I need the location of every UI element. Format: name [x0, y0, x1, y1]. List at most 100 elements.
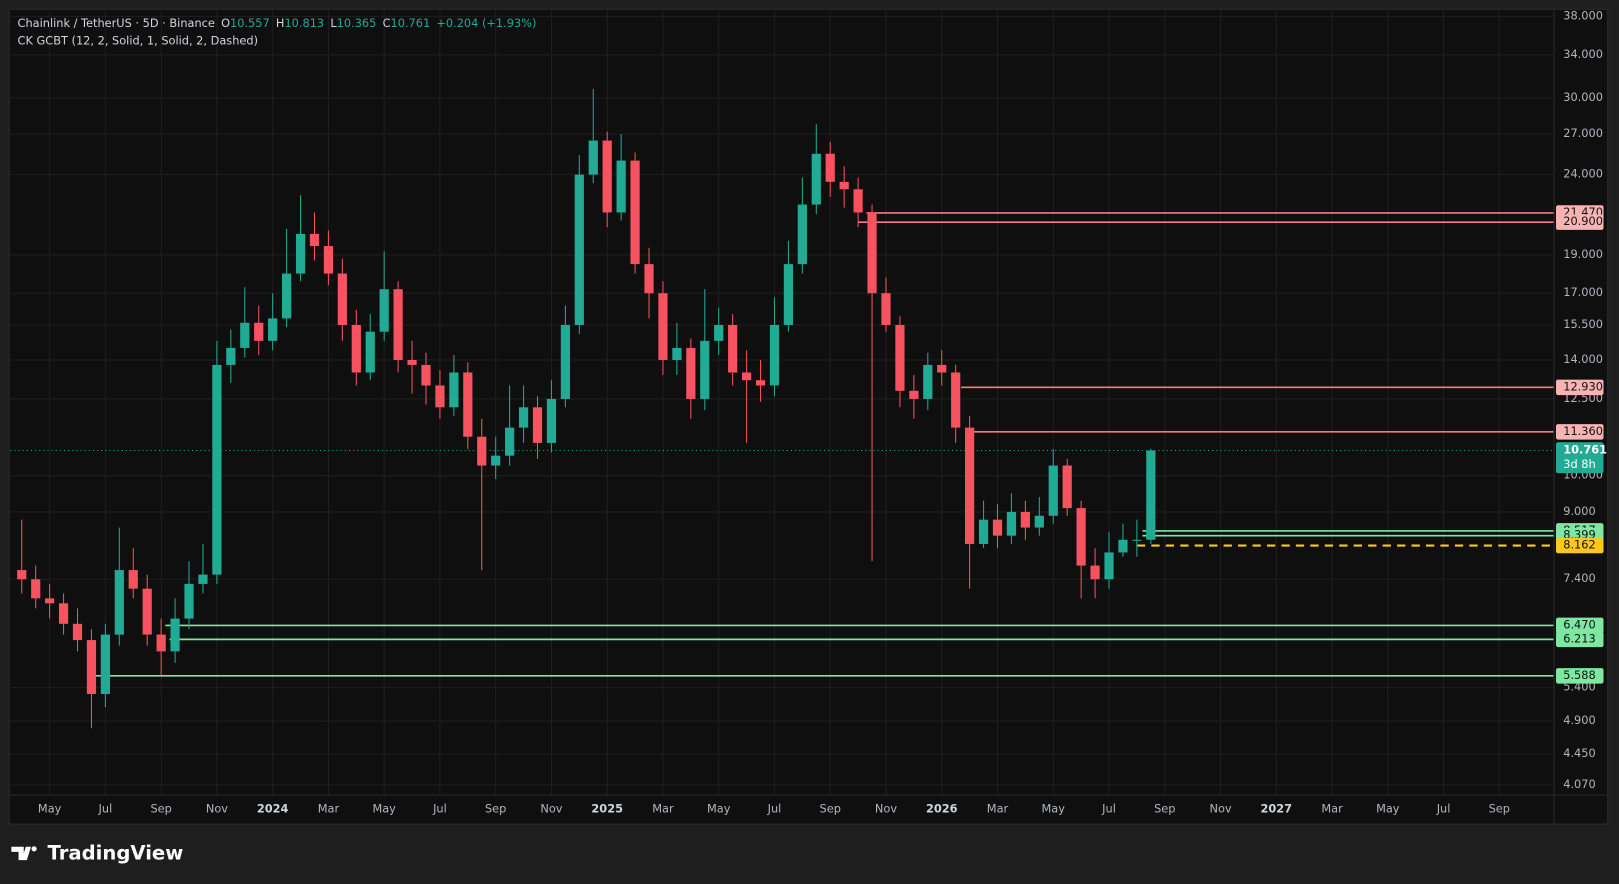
candle-body — [365, 331, 375, 373]
candle-body — [686, 347, 696, 399]
candle-body — [909, 390, 919, 399]
y-tick-label: 34.000 — [1563, 47, 1603, 61]
countdown-label: 3d 8h — [1563, 457, 1595, 471]
x-tick-label: May — [1376, 802, 1400, 816]
candle-body — [811, 153, 821, 205]
x-tick-label: Sep — [820, 802, 841, 816]
candle-body — [17, 570, 27, 580]
candle-body — [435, 385, 445, 408]
low-value: 10.365 — [337, 16, 377, 30]
candle-body — [714, 324, 724, 341]
candle-body — [616, 160, 626, 213]
x-tick-label: May — [707, 802, 731, 816]
candle-body — [728, 324, 738, 373]
l-label: L — [330, 16, 337, 30]
high-value: 10.813 — [284, 16, 324, 30]
candle-body — [546, 398, 557, 443]
candle-body — [658, 293, 668, 360]
x-tick-label: Nov — [540, 802, 562, 816]
candle-body — [114, 570, 124, 635]
x-tick-label: Sep — [485, 802, 506, 816]
candle-body — [644, 264, 654, 294]
x-tick-label: 2024 — [257, 802, 289, 816]
candle-body — [1062, 465, 1072, 509]
x-tick-label: Jul — [1101, 802, 1116, 816]
candle-body — [393, 289, 403, 360]
y-tick-label: 24.000 — [1563, 167, 1603, 181]
candle-body — [421, 364, 431, 386]
y-tick-label: 7.400 — [1563, 571, 1595, 585]
last-price-label: 10.761 — [1563, 442, 1607, 456]
candle-body — [212, 364, 222, 575]
candle-body — [853, 189, 863, 213]
y-tick-label: 30.000 — [1563, 90, 1603, 104]
candle-body — [309, 233, 320, 247]
candle-body — [86, 640, 97, 695]
close-value: 10.761 — [391, 16, 431, 30]
level-label: 6.470 — [1563, 617, 1595, 631]
y-tick-label: 19.000 — [1563, 247, 1603, 261]
y-tick-label: 17.000 — [1563, 285, 1603, 299]
level-label-box — [1556, 631, 1604, 648]
level-label-box — [1556, 214, 1604, 230]
candle-body — [588, 140, 598, 175]
candle-body — [700, 340, 710, 399]
level-label: 8.162 — [1563, 538, 1595, 552]
candle-body — [268, 318, 278, 341]
candle-body — [1118, 539, 1128, 553]
candle-body — [769, 324, 780, 386]
o-label: O — [221, 16, 230, 30]
symbol: Chainlink / TetherUS · 5D · Binance — [18, 16, 215, 30]
x-tick-label: Mar — [652, 802, 674, 816]
brand-logo: TradingView — [11, 841, 183, 864]
h-label: H — [276, 16, 285, 30]
x-tick-label: Sep — [1489, 802, 1510, 816]
x-tick-label: May — [372, 802, 396, 816]
candle-body — [895, 324, 905, 391]
candle-body — [323, 246, 334, 274]
x-tick-label: May — [38, 802, 62, 816]
candle-body — [198, 574, 208, 584]
level-label-box — [1556, 379, 1604, 396]
candle-body — [965, 427, 975, 544]
candle-body — [295, 233, 306, 274]
candle-body — [630, 160, 640, 265]
candle-body — [602, 140, 612, 213]
candle-body — [1146, 450, 1156, 540]
brand-name: TradingView — [47, 841, 183, 864]
candle-body — [142, 588, 152, 635]
x-tick-label: Nov — [206, 802, 228, 816]
candle-body — [937, 364, 947, 373]
candle-body — [379, 289, 389, 332]
level-label-box — [1556, 424, 1604, 440]
indicator-label: CK GCBT (12, 2, Solid, 1, Solid, 2, Dash… — [18, 33, 258, 47]
candle-body — [351, 324, 361, 373]
open-value: 10.557 — [230, 16, 270, 30]
candle-body — [574, 174, 584, 325]
candle-body — [449, 372, 459, 408]
level-label-box — [1556, 668, 1604, 684]
candle-body — [518, 407, 529, 428]
candle-body — [407, 359, 417, 365]
candle-body — [1076, 508, 1086, 566]
candle-body — [839, 181, 849, 190]
candle-body — [825, 153, 835, 182]
x-tick-label: Mar — [318, 802, 340, 816]
x-tick-label: Nov — [875, 802, 897, 816]
candle-body — [1132, 539, 1142, 541]
candle-body — [1048, 465, 1058, 516]
candle-body — [797, 204, 807, 265]
candle-body — [240, 322, 250, 348]
candle-body — [992, 519, 1003, 536]
candle-body — [560, 324, 570, 399]
candle-body — [337, 273, 347, 325]
y-tick-label: 9.000 — [1563, 504, 1595, 518]
candle-body — [783, 264, 794, 325]
candle-body — [978, 519, 989, 544]
candle-body — [156, 634, 166, 652]
candle-body — [532, 407, 543, 443]
candle-body — [755, 380, 766, 386]
y-tick-label: 27.000 — [1563, 126, 1603, 140]
